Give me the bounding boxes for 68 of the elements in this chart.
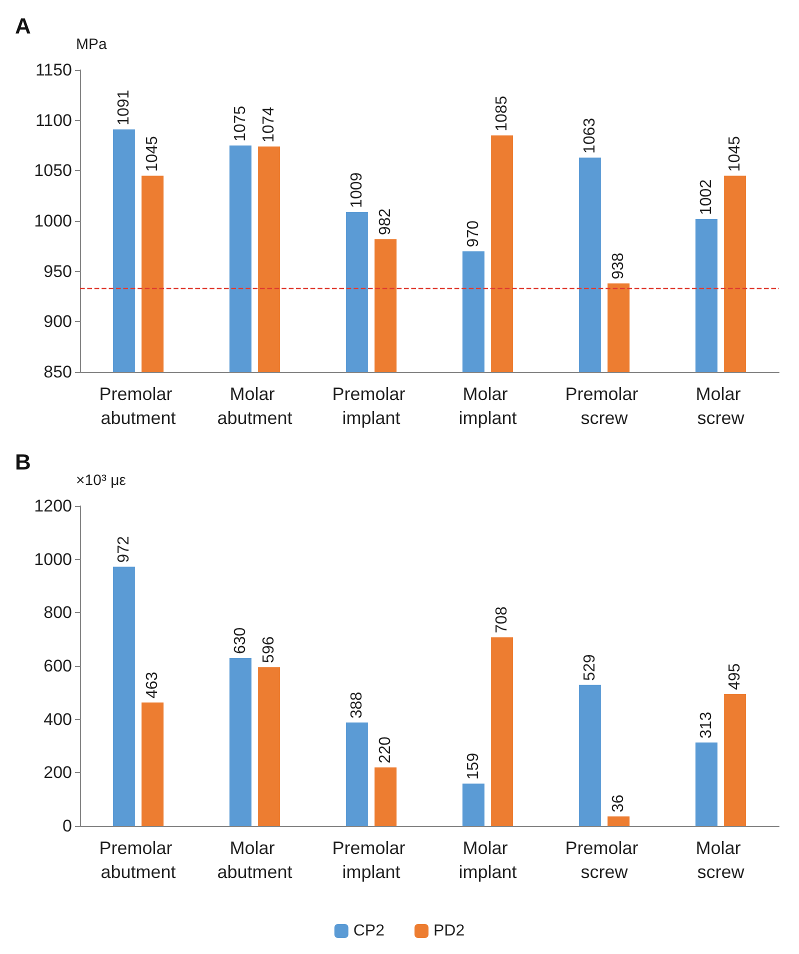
data-label: 970 bbox=[464, 220, 482, 248]
y-axis-title: MPa bbox=[76, 36, 108, 53]
y-tick-label: 200 bbox=[44, 763, 72, 782]
y-tick-label: 1000 bbox=[34, 212, 72, 230]
y-tick-label: 850 bbox=[44, 362, 72, 382]
x-tick-label: Molar screw bbox=[696, 838, 746, 882]
y-tick-label: 0 bbox=[62, 816, 72, 836]
data-label: 159 bbox=[464, 752, 482, 780]
y-axis-title: ×10³ με bbox=[76, 472, 126, 489]
data-label: 1045 bbox=[144, 136, 162, 172]
x-tick-label: Molar implant bbox=[458, 384, 517, 428]
y-tick-label: 1100 bbox=[35, 110, 72, 130]
bar bbox=[578, 684, 601, 826]
x-tick-label: Molar abutment bbox=[217, 384, 292, 428]
chart-title: A bbox=[15, 14, 31, 38]
data-label: 630 bbox=[232, 627, 249, 654]
bar bbox=[258, 667, 280, 826]
data-label: 1045 bbox=[726, 136, 744, 172]
y-tick-label: 800 bbox=[44, 603, 72, 622]
x-tick-label: Molar implant bbox=[458, 838, 517, 882]
data-label: 938 bbox=[610, 252, 628, 280]
bar bbox=[608, 816, 630, 826]
x-tick-label: Premolar screw bbox=[565, 384, 644, 428]
bar bbox=[112, 566, 135, 826]
y-tick-label: 900 bbox=[44, 312, 72, 332]
data-label: 463 bbox=[144, 672, 162, 699]
bar bbox=[229, 658, 252, 826]
data-label: 388 bbox=[348, 692, 366, 719]
bar bbox=[142, 702, 164, 826]
x-tick-label: Premolar implant bbox=[332, 838, 410, 882]
data-label: 1074 bbox=[260, 106, 278, 143]
y-tick-label: 1200 bbox=[34, 496, 72, 516]
data-label: 313 bbox=[698, 712, 715, 739]
data-label: 1075 bbox=[232, 106, 249, 142]
bar bbox=[491, 637, 514, 826]
data-label: 220 bbox=[377, 736, 394, 764]
bar bbox=[724, 694, 746, 826]
x-tick-label: Premolar screw bbox=[565, 838, 644, 882]
y-tick-label: 400 bbox=[44, 710, 72, 729]
y-tick-label: 950 bbox=[44, 262, 72, 281]
legend-label: CP2 bbox=[353, 922, 385, 940]
x-tick-label: Molar abutment bbox=[217, 838, 292, 882]
bar bbox=[346, 722, 368, 826]
data-label: 1063 bbox=[581, 118, 598, 154]
data-label: 495 bbox=[726, 663, 744, 690]
y-tick-label: 600 bbox=[44, 656, 72, 676]
data-label: 596 bbox=[260, 636, 278, 664]
data-label: 1002 bbox=[698, 179, 715, 215]
bar bbox=[462, 784, 484, 826]
data-label: 708 bbox=[494, 606, 511, 634]
x-tick-label: Premolar implant bbox=[332, 384, 410, 428]
chart-title: B bbox=[15, 450, 31, 474]
x-tick-label: Molar screw bbox=[696, 384, 746, 428]
x-tick-label: Premolar abutment bbox=[99, 838, 178, 882]
y-tick-label: 1000 bbox=[34, 550, 72, 569]
y-tick-label: 1050 bbox=[34, 161, 72, 180]
data-label: 982 bbox=[377, 208, 394, 236]
data-label: 1009 bbox=[348, 172, 366, 208]
data-label: 972 bbox=[115, 536, 132, 563]
bar bbox=[695, 742, 718, 826]
legend-label: PD2 bbox=[434, 922, 465, 940]
data-label: 1091 bbox=[115, 90, 132, 126]
y-tick-label: 1150 bbox=[35, 60, 72, 80]
bar bbox=[374, 767, 397, 826]
data-label: 36 bbox=[610, 794, 628, 812]
data-label: 529 bbox=[581, 654, 598, 681]
x-tick-label: Premolar abutment bbox=[99, 384, 178, 428]
data-label: 1085 bbox=[494, 96, 511, 132]
